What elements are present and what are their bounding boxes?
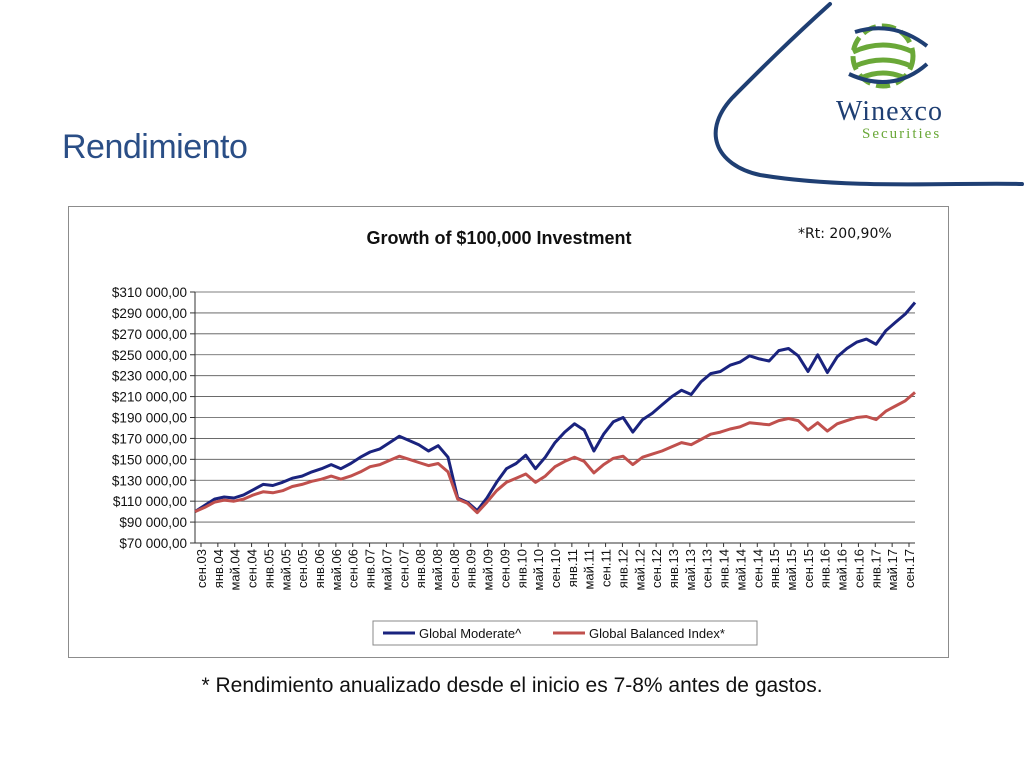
series-line-global-moderate — [194, 301, 917, 513]
x-tick-label: май.12 — [632, 549, 647, 591]
x-tick-label: сен.16 — [851, 549, 866, 588]
x-tick-label: сен.15 — [801, 549, 816, 588]
x-tick-label: сен.04 — [245, 549, 260, 588]
y-tick-label: $150 000,00 — [112, 452, 187, 467]
x-tick-label: сен.06 — [346, 549, 361, 588]
x-tick-label: сен.11 — [599, 549, 614, 587]
x-tick-label: май.15 — [784, 549, 799, 591]
x-tick-label: май.17 — [885, 549, 900, 591]
y-tick-label: $110 000,00 — [113, 494, 187, 509]
slide-footnote: * Rendimiento anualizado desde el inicio… — [201, 674, 823, 697]
decorative-swoosh — [713, 2, 1024, 187]
x-tick-label: янв.08 — [413, 549, 428, 588]
x-tick-label: янв.09 — [464, 549, 479, 588]
logo-wordmark: Winexco — [836, 96, 943, 127]
y-tick-label: $290 000,00 — [112, 306, 187, 321]
x-tick-label: сен.07 — [396, 549, 411, 588]
x-tick-label: сен.05 — [295, 549, 310, 588]
x-tick-label: май.13 — [683, 549, 698, 591]
x-tick-label: янв.07 — [363, 549, 378, 588]
x-tick-label: сен.10 — [548, 549, 563, 588]
logo-tagline: Securities — [862, 126, 942, 142]
winexco-logo-globe-icon — [848, 23, 929, 89]
legend-label-global-moderate: Global Moderate^ — [419, 626, 522, 641]
x-tick-label: май.09 — [481, 549, 496, 591]
x-tick-label: май.06 — [329, 549, 344, 591]
growth-chart: Growth of $100,000 Investment *Rt: 200,90… — [112, 226, 917, 646]
x-tick-label: янв.06 — [312, 549, 327, 588]
y-tick-label: $310 000,00 — [112, 285, 187, 300]
x-tick-label: сен.14 — [750, 549, 765, 588]
x-tick-label: янв.04 — [211, 549, 226, 588]
x-tick-label: май.14 — [733, 549, 748, 591]
y-tick-label: $190 000,00 — [112, 411, 187, 426]
x-tick-label: сен.13 — [700, 549, 715, 588]
y-tick-label: $70 000,00 — [119, 536, 187, 551]
y-tick-label: $130 000,00 — [112, 473, 187, 488]
y-tick-label: $210 000,00 — [112, 390, 187, 405]
x-tick-label: янв.11 — [565, 549, 580, 587]
x-tick-label: янв.05 — [261, 549, 276, 588]
slide-title: Rendimiento — [62, 128, 248, 166]
x-tick-label: май.07 — [379, 549, 394, 591]
chart-title: Growth of $100,000 Investment — [366, 228, 631, 248]
x-tick-label: сен.03 — [194, 549, 209, 588]
x-tick-label: май.04 — [228, 549, 243, 591]
y-tick-label: $270 000,00 — [112, 327, 187, 342]
y-tick-label: $170 000,00 — [112, 431, 187, 446]
series-line-global-balanced-index — [194, 391, 916, 515]
x-tick-label: янв.15 — [767, 549, 782, 588]
x-tick-label: май.16 — [835, 549, 850, 591]
y-tick-label: $250 000,00 — [112, 348, 187, 363]
x-tick-label: сен.08 — [447, 549, 462, 588]
x-tick-label: май.08 — [430, 549, 445, 591]
legend-label-global-balanced-index: Global Balanced Index* — [589, 626, 725, 641]
x-tick-label: сен.17 — [902, 549, 917, 588]
return-annotation: *Rt: 200,90% — [798, 226, 892, 242]
x-tick-label: сен.12 — [649, 549, 664, 588]
x-tick-label: янв.13 — [666, 549, 681, 588]
x-tick-label: май.10 — [531, 549, 546, 591]
chart-frame: Growth of $100,000 Investment *Rt: 200,90… — [68, 206, 949, 658]
x-tick-label: янв.16 — [818, 549, 833, 588]
x-tick-label: сен.09 — [497, 549, 512, 588]
y-tick-label: $230 000,00 — [112, 369, 187, 384]
x-tick-label: янв.17 — [868, 549, 883, 588]
x-tick-label: май.11 — [582, 549, 597, 590]
x-tick-label: янв.12 — [615, 549, 630, 588]
y-tick-label: $90 000,00 — [119, 515, 187, 530]
x-tick-label: май.05 — [278, 549, 293, 591]
x-tick-label: янв.14 — [717, 549, 732, 588]
x-tick-label: янв.10 — [514, 549, 529, 588]
